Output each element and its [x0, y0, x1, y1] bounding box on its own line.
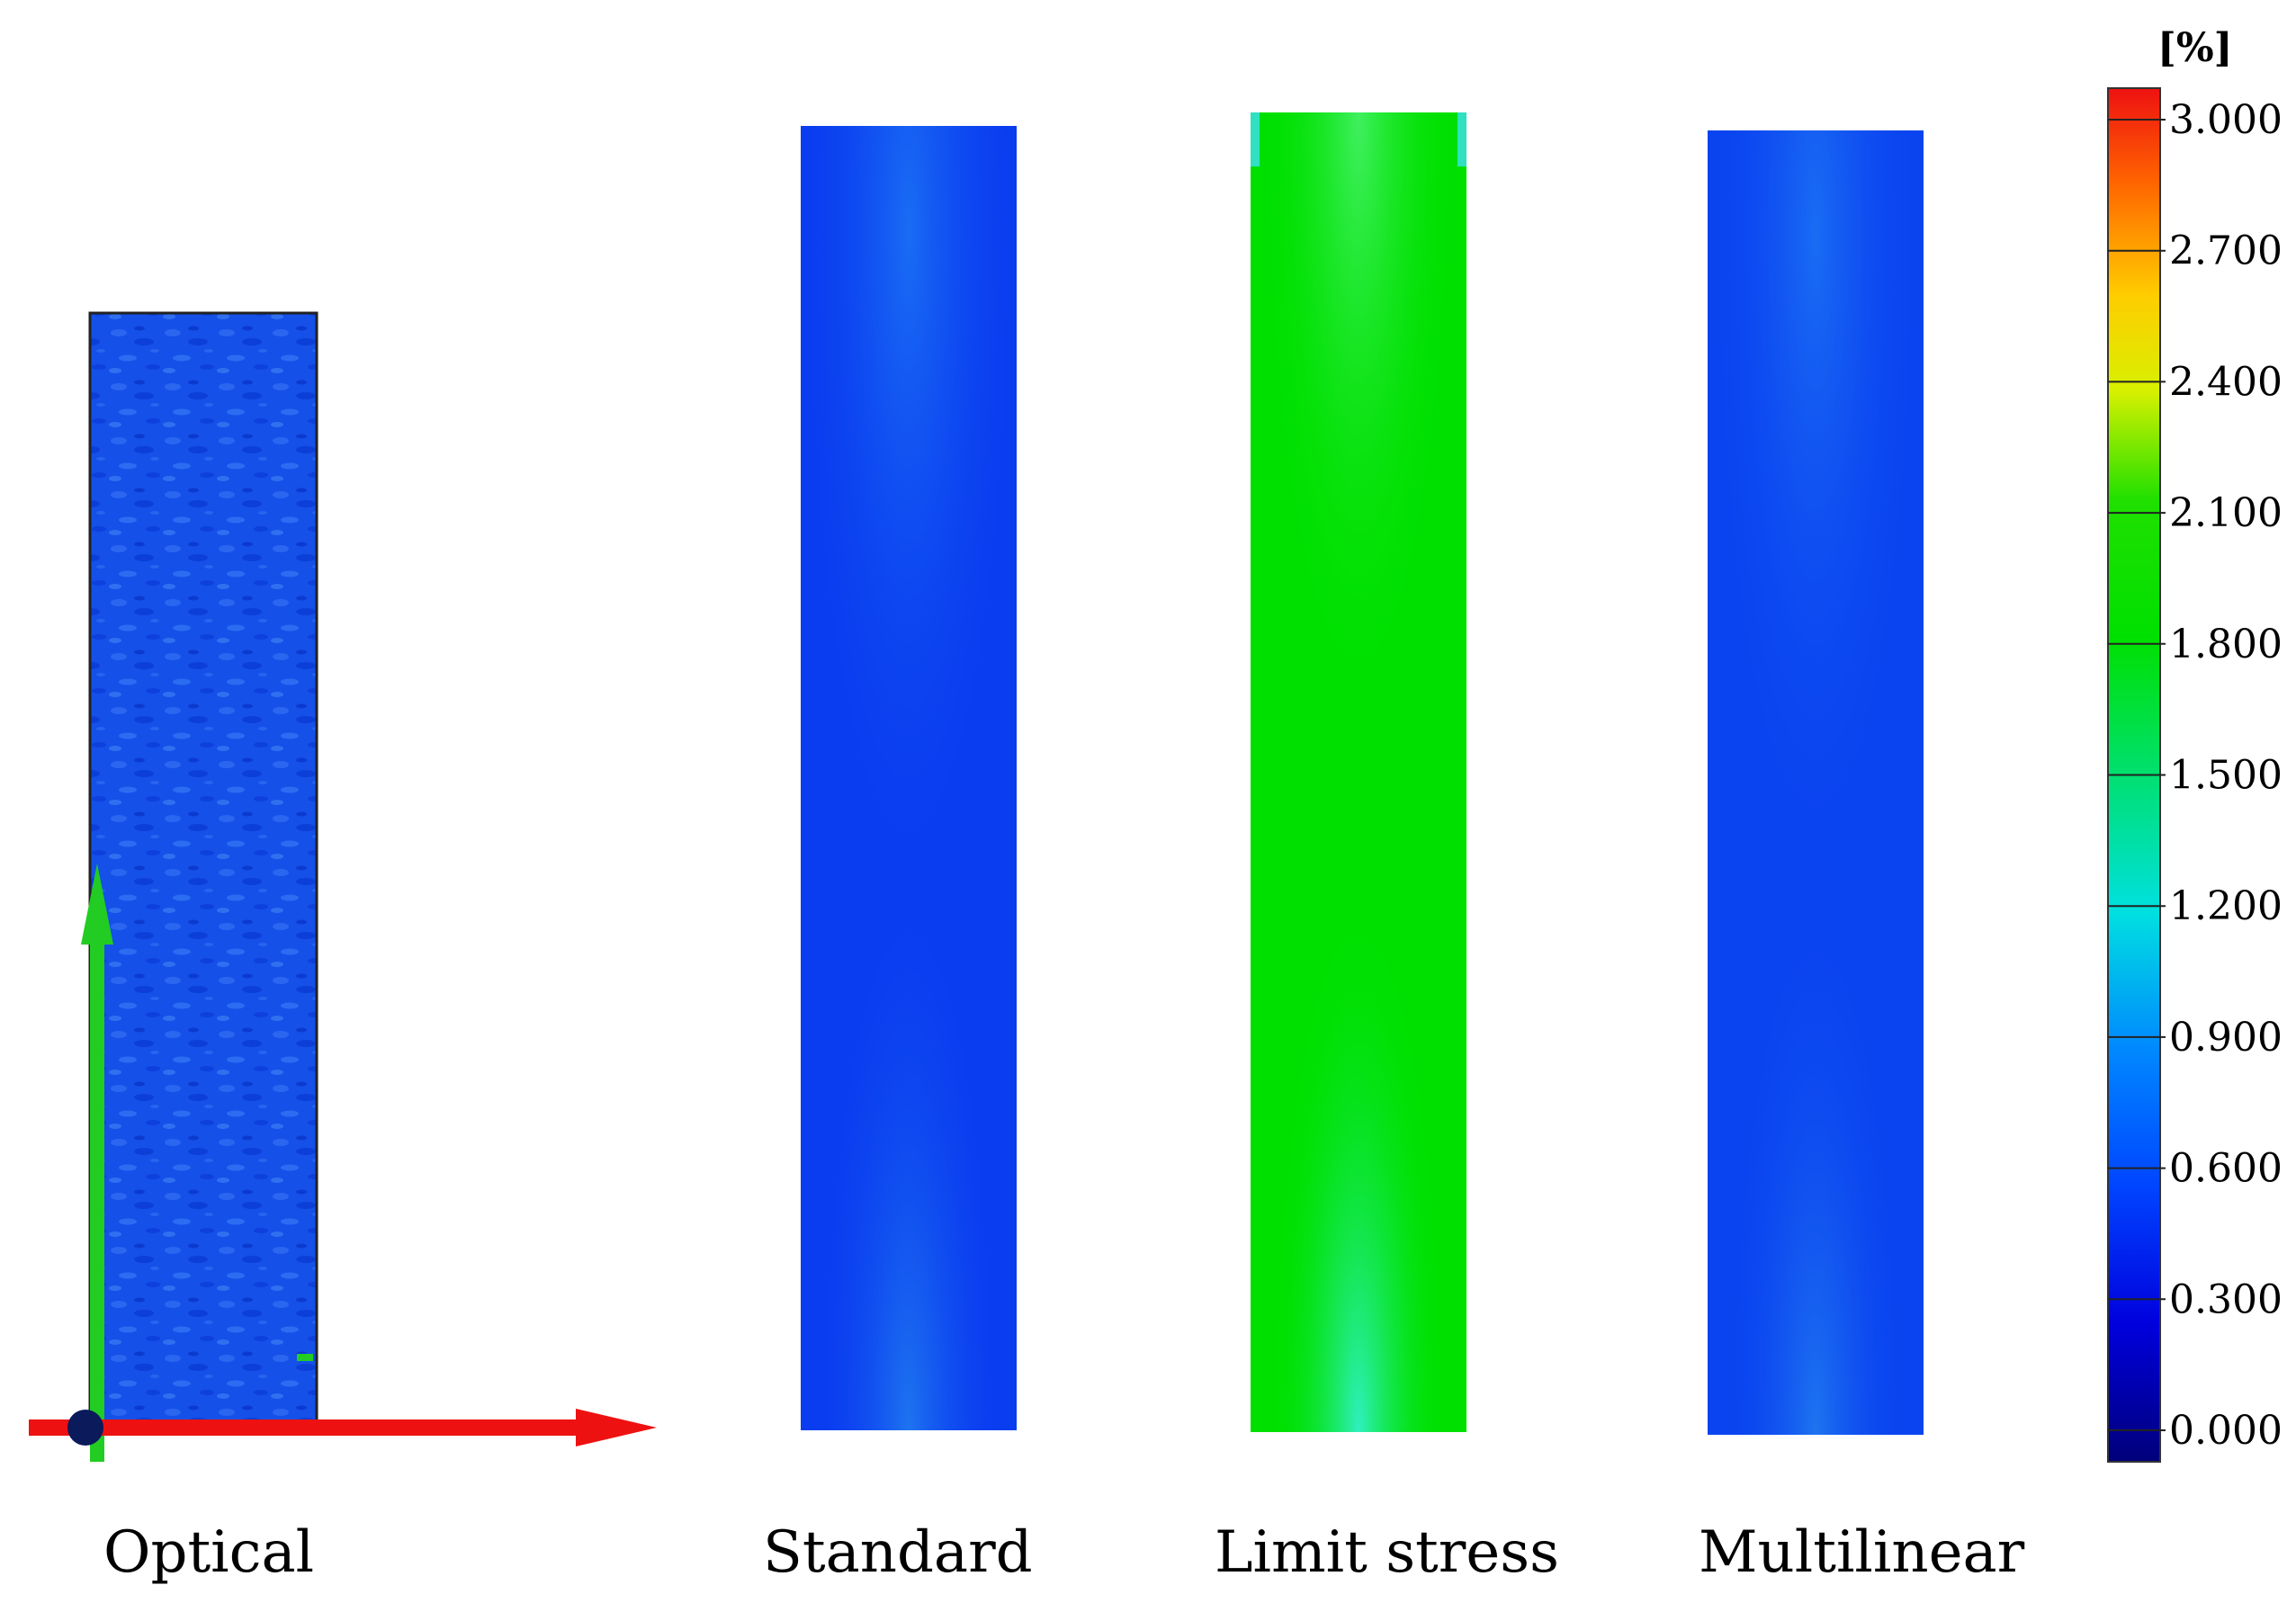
standard-panel: Standard — [763, 126, 1033, 1586]
limit-stress-panel: Limit stress — [1215, 112, 1559, 1586]
colorbar-ticks: 3.000 2.700 2.400 2.100 1.800 1.500 1.200 0.900… — [2108, 97, 2283, 1454]
colorbar-tick-label: 0.600 — [2169, 1146, 2283, 1192]
colorbar-unit: [%] — [2157, 25, 2232, 71]
colorbar-tick-label: 2.100 — [2169, 490, 2283, 536]
colorbar-tick-label: 3.000 — [2169, 97, 2283, 143]
optical-panel: Optical — [29, 311, 657, 1586]
colorbar-tick-label: 2.400 — [2169, 359, 2283, 405]
colorbar-tick-label: 0.900 — [2169, 1015, 2283, 1061]
colorbar-tick-label: 1.500 — [2169, 753, 2283, 799]
limit-stress-corner-tr — [1457, 112, 1466, 166]
colorbar-tick-label: 1.800 — [2169, 622, 2283, 667]
coordinate-triad — [29, 864, 657, 1462]
panel-label-optical: Optical — [103, 1519, 314, 1586]
y-axis-arrow-head — [81, 864, 113, 945]
x-axis-arrow-head — [576, 1409, 657, 1446]
colorbar: [%] 3.000 2.700 2.400 2.100 1.800 1.500 1.200 0… — [2107, 25, 2283, 1463]
colorbar-tick-label: 0.300 — [2169, 1276, 2283, 1322]
origin-marker — [67, 1410, 103, 1446]
limit-stress-bottom-gradient — [1251, 112, 1466, 1432]
panel-label-limit-stress: Limit stress — [1215, 1519, 1559, 1586]
panel-label-multilinear: Multilinear — [1699, 1519, 2025, 1586]
standard-bottom-gradient — [801, 126, 1017, 1430]
colorbar-tick-label: 0.000 — [2169, 1408, 2283, 1454]
optical-specimen — [88, 311, 318, 1423]
multilinear-panel: Multilinear — [1699, 130, 2025, 1586]
panel-label-standard: Standard — [763, 1519, 1033, 1586]
colorbar-tick-label: 1.200 — [2169, 883, 2283, 929]
colorbar-tick-label: 2.700 — [2169, 228, 2283, 274]
optical-edge-speck — [297, 1354, 313, 1361]
multilinear-bottom-gradient — [1708, 130, 1924, 1435]
limit-stress-corner-tl — [1251, 112, 1260, 166]
